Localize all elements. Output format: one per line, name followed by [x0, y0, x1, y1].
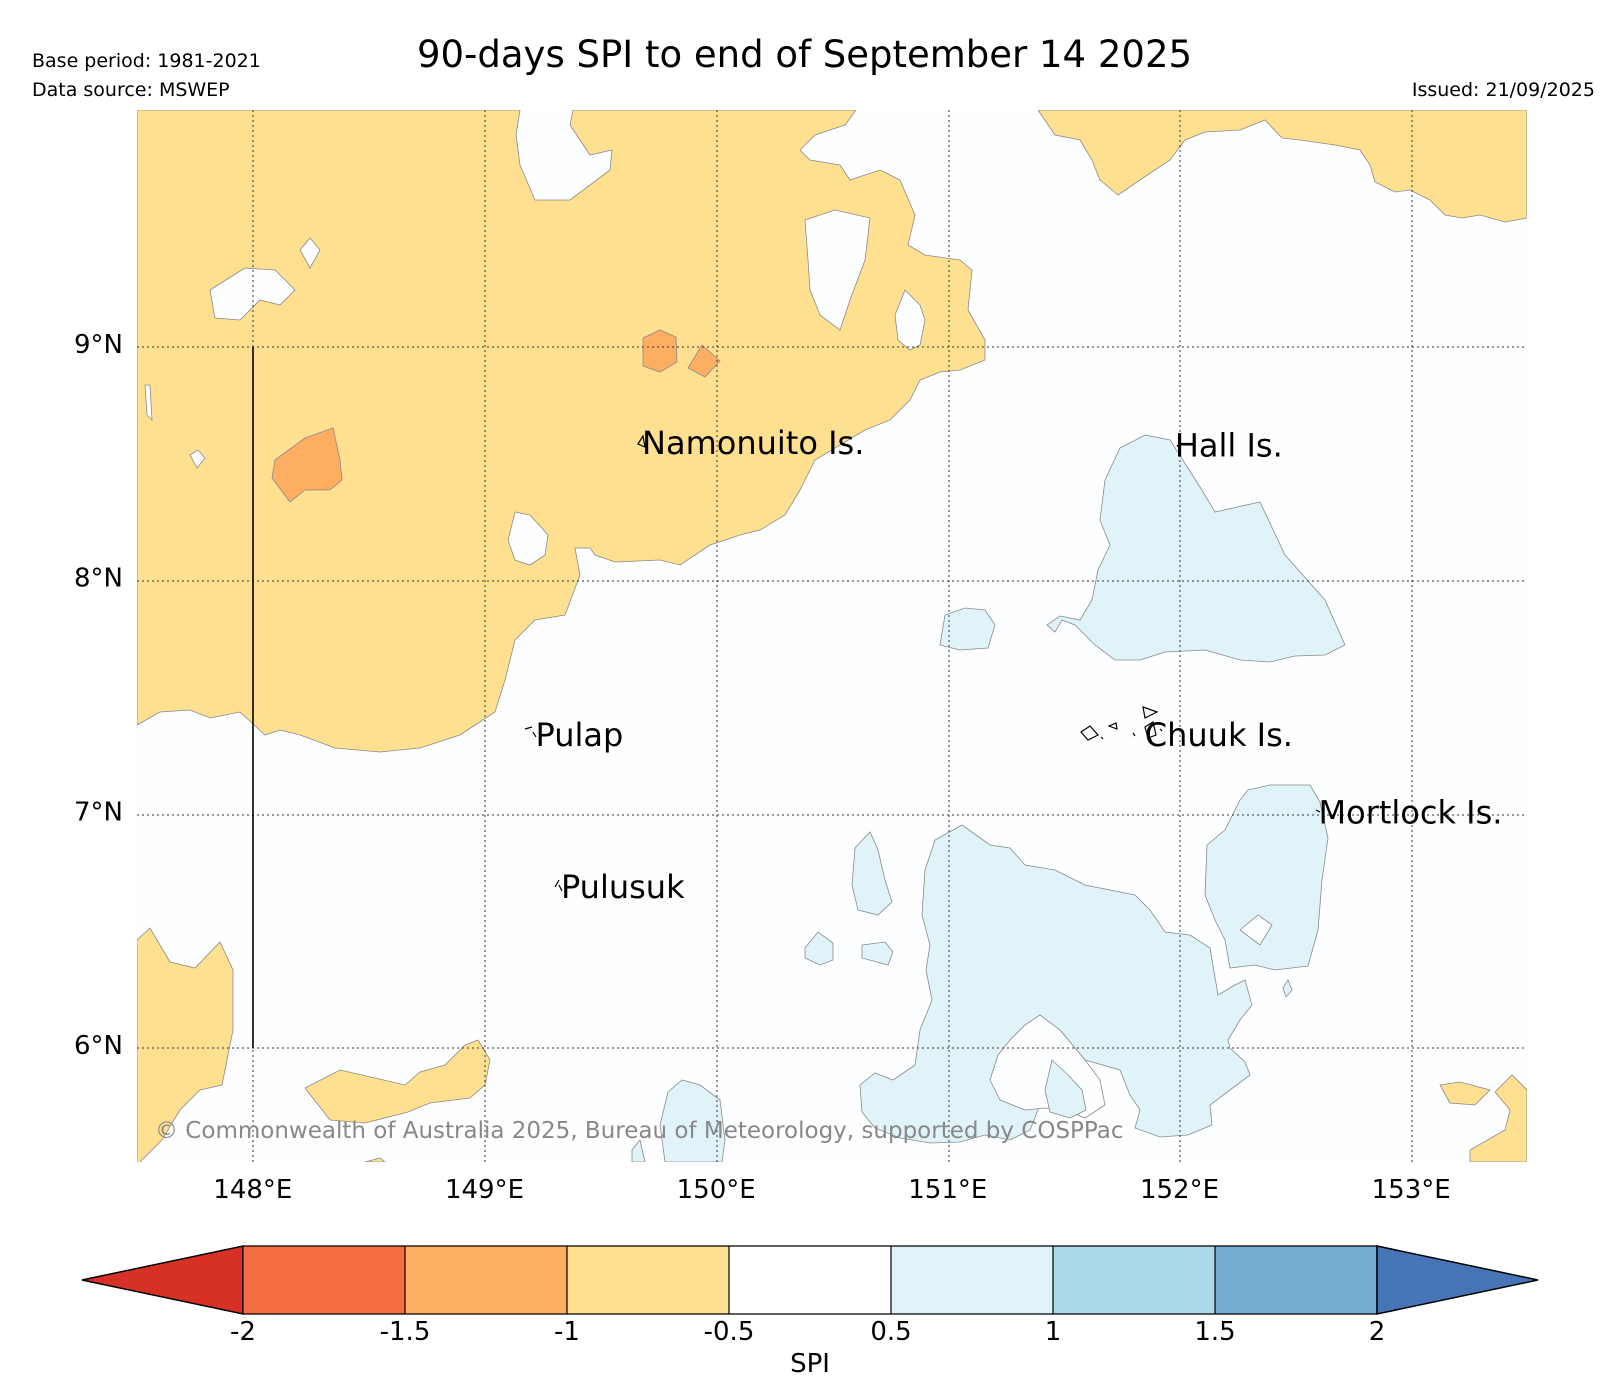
spi-moderately-dry-patch — [642, 329, 678, 373]
colorbar-tick-label: 0.5 — [870, 1317, 911, 1347]
spi-wet-patch — [851, 831, 893, 916]
island-shape-mortlock — [1315, 809, 1321, 813]
island-label: Pulusuk — [561, 868, 685, 906]
colorbar-extend-low — [81, 1245, 244, 1315]
spi-wet-patch — [659, 1079, 726, 1162]
spi-neutral-hole — [189, 449, 206, 469]
colorbar-tick-labels: -2 -1.5 -1 -0.5 0.5 1 1.5 2 — [230, 1317, 1385, 1347]
island-label: Pulap — [535, 716, 623, 754]
spi-neutral-hole — [894, 289, 926, 351]
island-outlines — [524, 434, 1321, 892]
colorbar-tick-label: -1 — [554, 1317, 580, 1347]
colorbar-tick-label: -0.5 — [704, 1317, 755, 1347]
data-source-text: Data source: MSWEP — [32, 79, 230, 101]
lat-tick-label: 6°N — [74, 1031, 123, 1061]
spi-wet-patch — [1282, 979, 1293, 998]
colorbar-bin — [243, 1246, 405, 1314]
colorbar-bin — [891, 1246, 1053, 1314]
spi-neutral-hole — [507, 511, 549, 566]
colorbar-title: SPI — [790, 1349, 830, 1379]
lat-tick-label: 9°N — [74, 330, 123, 360]
spi-neutral-hole — [144, 384, 153, 422]
issued-date: Issued: 21/09/2025 — [1411, 79, 1595, 101]
colorbar-bin — [405, 1246, 567, 1314]
longitude-labels: 148°E 149°E 150°E 151°E 152°E 153°E — [213, 1175, 1450, 1205]
spi-dry-patch — [364, 1157, 386, 1162]
lon-tick-label: 152°E — [1140, 1175, 1219, 1205]
latitude-labels: 9°N 8°N 7°N 6°N — [74, 330, 123, 1061]
spi-dry-region-northwest — [137, 110, 986, 753]
island-shape-hall — [1176, 444, 1179, 448]
map-title: 90-days SPI to end of September 14 2025 — [416, 33, 1193, 76]
island-shape-pulap — [524, 726, 537, 738]
map-area: Namonuito Is. Hall Is. Pulap Chuuk Is. Mortl… — [74, 110, 1527, 1205]
island-label: Namonuito Is. — [642, 424, 864, 462]
lon-tick-label: 148°E — [213, 1175, 292, 1205]
colorbar-bin — [567, 1246, 729, 1314]
colorbar-tick-label: -1.5 — [380, 1317, 431, 1347]
spi-neutral-hole — [1239, 914, 1273, 946]
colorbar-tick-label: -2 — [230, 1317, 256, 1347]
spi-wet-region-hall — [1046, 434, 1346, 663]
lon-tick-label: 149°E — [445, 1175, 524, 1205]
spi-wet-region-south — [859, 824, 1253, 1144]
colorbar-bin — [729, 1246, 891, 1314]
colorbar-bin — [1053, 1246, 1215, 1314]
spi-neutral-hole — [299, 237, 321, 269]
spi-dry-region-south — [304, 1039, 491, 1124]
spi-dry-region-southeast — [1439, 1081, 1491, 1106]
colorbar-extend-high — [1376, 1245, 1539, 1315]
colorbar-tick-label: 2 — [1369, 1317, 1386, 1347]
spi-moderately-dry-patch — [687, 344, 721, 378]
island-label: Chuuk Is. — [1145, 716, 1293, 754]
spi-wet-patch — [631, 1139, 646, 1162]
lon-tick-label: 153°E — [1372, 1175, 1451, 1205]
colorbar-dividers — [242, 1245, 1378, 1315]
island-label: Mortlock Is. — [1319, 793, 1503, 831]
spi-dry-region-southeast — [1469, 1074, 1527, 1162]
island-shape-namonuito — [637, 434, 646, 448]
base-period-text: Base period: 1981-2021 — [32, 50, 261, 72]
spi-neutral-hole — [804, 209, 871, 331]
lon-tick-label: 150°E — [677, 1175, 756, 1205]
lon-tick-label: 151°E — [908, 1175, 987, 1205]
spi-wet-patch — [861, 941, 894, 966]
colorbar-bin — [1215, 1246, 1377, 1314]
lat-tick-label: 8°N — [74, 564, 123, 594]
spi-moderately-dry-patch — [271, 427, 343, 503]
island-labels: Namonuito Is. Hall Is. Pulap Chuuk Is. Mortl… — [535, 424, 1502, 906]
spi-wet-patch — [1044, 1059, 1087, 1119]
spi-neutral-hole — [209, 267, 296, 321]
spi-dry-region-southwest — [137, 927, 234, 1162]
island-shape-pulusuk — [554, 879, 563, 892]
colorbar-tick-label: 1.5 — [1194, 1317, 1235, 1347]
spi-dry-region-northeast — [1037, 110, 1527, 223]
colorbar-tick-label: 1 — [1045, 1317, 1062, 1347]
copyright-text: © Commonwealth of Australia 2025, Bureau… — [155, 1118, 1124, 1144]
island-shape-chuuk — [1080, 706, 1163, 747]
colorbar: -2 -1.5 -1 -0.5 0.5 1 1.5 2 SPI — [81, 1245, 1539, 1379]
island-label: Hall Is. — [1175, 426, 1283, 464]
lat-tick-label: 7°N — [74, 797, 123, 827]
spi-wet-patch — [804, 931, 834, 966]
spi-wet-region-mortlock — [1204, 784, 1329, 971]
spi-wet-patch — [939, 607, 996, 651]
